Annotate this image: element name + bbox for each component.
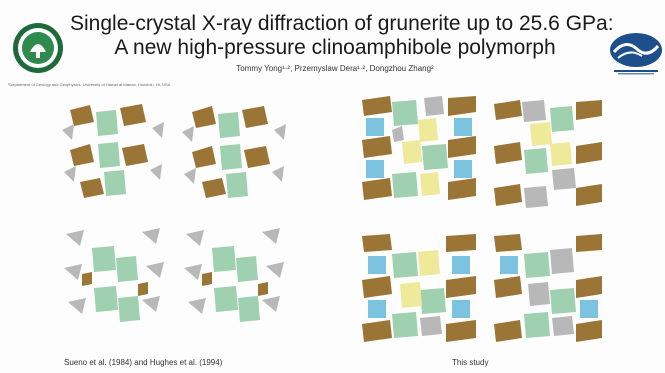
university-seal-icon bbox=[13, 23, 63, 73]
structure-panel-lit-1 bbox=[62, 104, 164, 198]
structure-panel-study-4 bbox=[494, 234, 602, 342]
title-line-1: Single-crystal X-ray diffraction of grun… bbox=[70, 12, 614, 35]
structure-panel-lit-4 bbox=[184, 228, 284, 322]
structure-panel-study-3 bbox=[362, 234, 476, 342]
title-line-2: A new high-pressure clinoamphibole polym… bbox=[114, 36, 556, 59]
structure-panel-lit-2 bbox=[182, 106, 286, 198]
right-caption: This study bbox=[452, 358, 489, 367]
author-list: Tommy Yong¹·², Przemyslaw Dera¹·², Dongz… bbox=[236, 64, 434, 73]
left-caption: Sueno et al. (1984) and Hughes et al. (1… bbox=[64, 358, 223, 367]
affiliation-note: ¹Department of Geology and Geophysics, U… bbox=[8, 82, 171, 87]
poster-title: Single-crystal X-ray diffraction of grun… bbox=[70, 12, 614, 60]
structure-panel-study-1 bbox=[362, 96, 476, 200]
structure-panel-study-2 bbox=[494, 100, 602, 208]
institute-logo-icon bbox=[610, 33, 662, 75]
structure-panel-lit-3 bbox=[64, 228, 164, 322]
